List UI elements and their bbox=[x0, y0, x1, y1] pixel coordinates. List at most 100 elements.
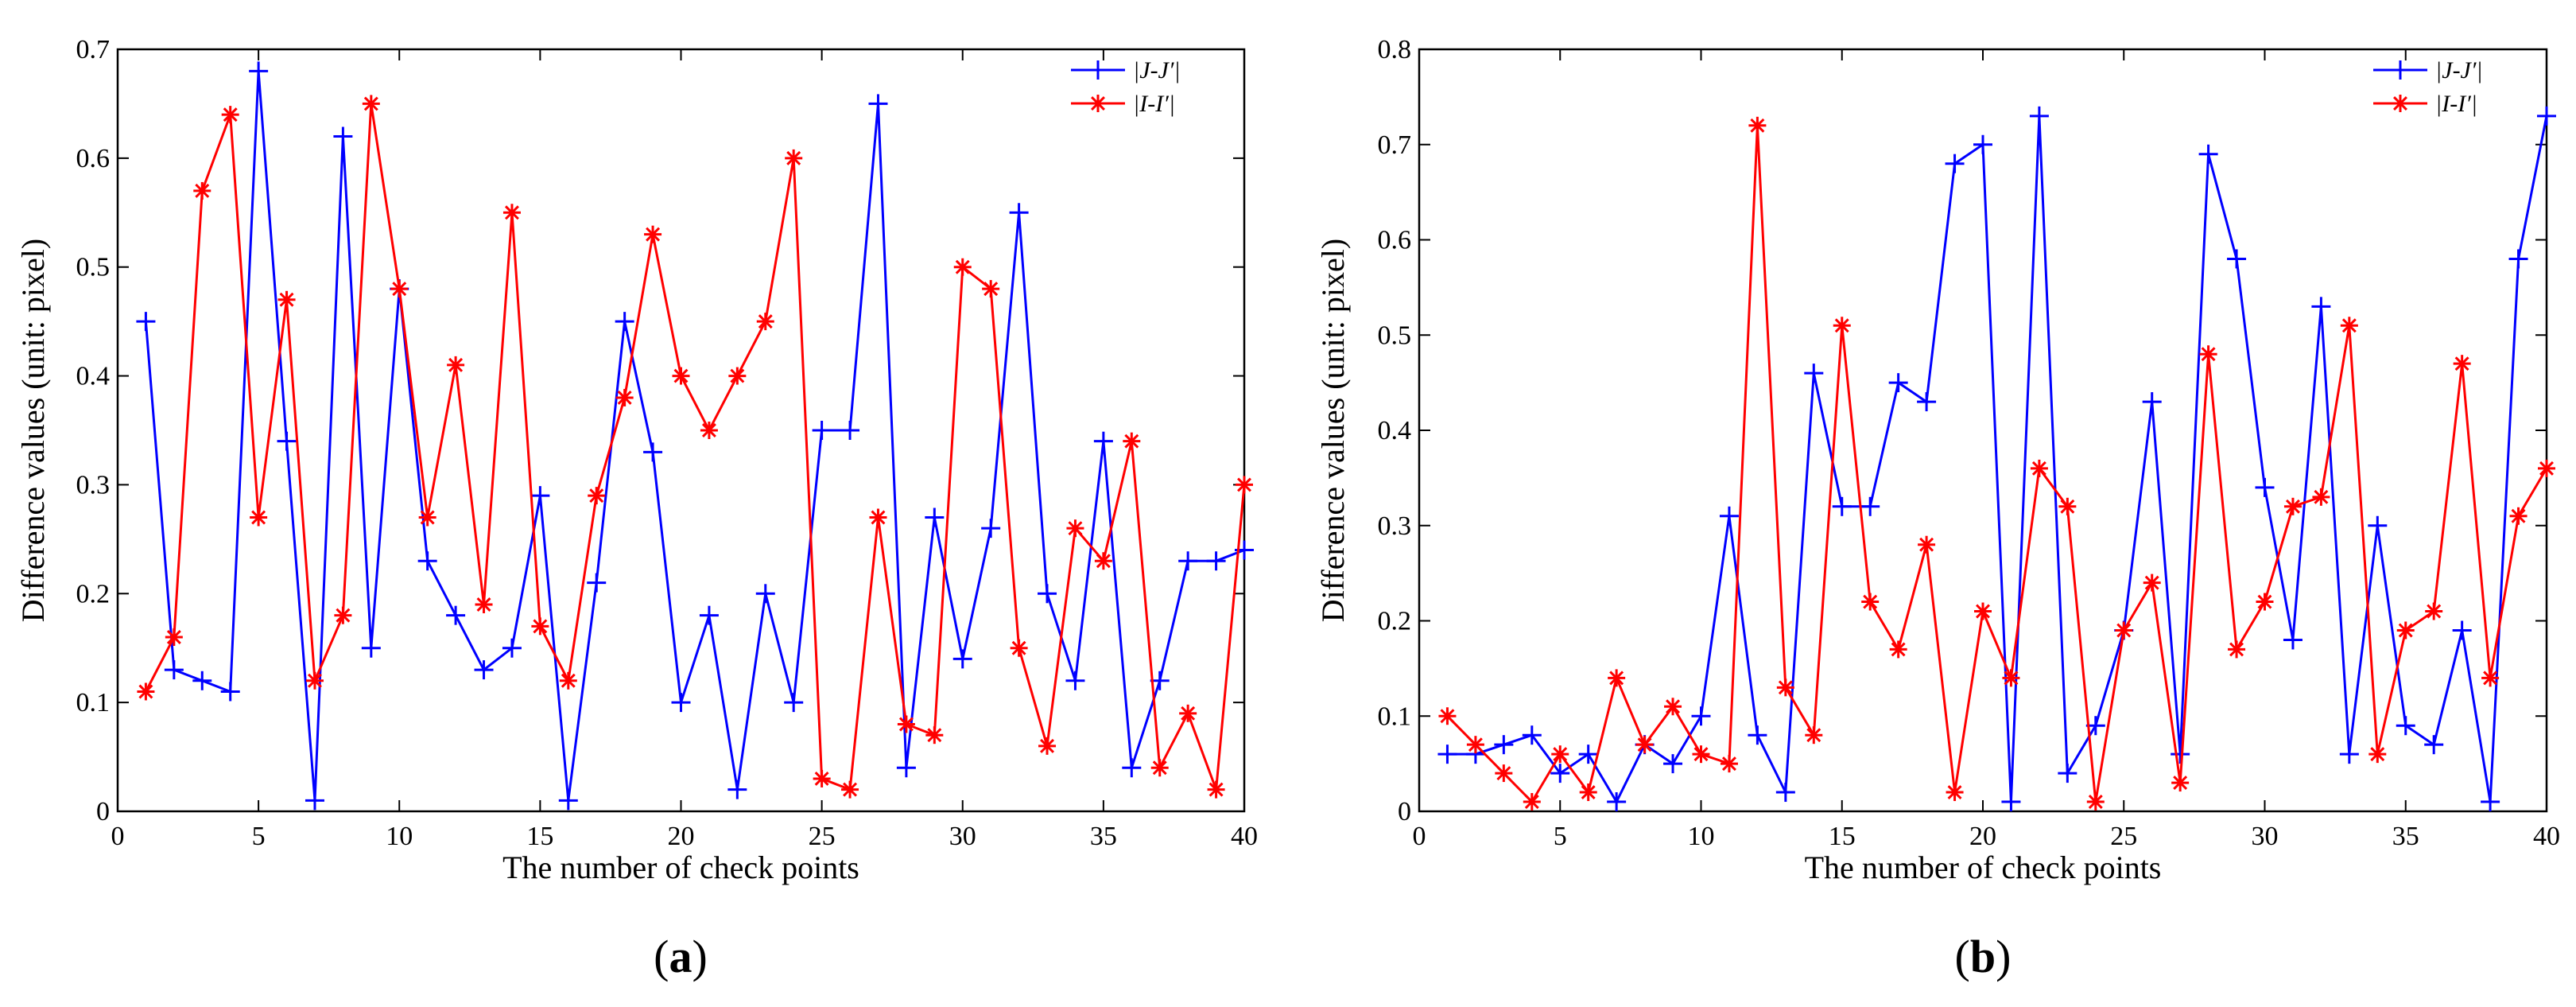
data-point bbox=[672, 367, 690, 385]
data-point bbox=[305, 791, 324, 811]
y-axis-label: Difference values (unit: pixel) bbox=[15, 239, 51, 622]
x-tick-label: 10 bbox=[386, 822, 413, 851]
data-point bbox=[2537, 106, 2556, 126]
series-i-diff bbox=[137, 95, 1253, 799]
y-tick-label: 0.3 bbox=[76, 470, 111, 500]
data-point bbox=[333, 126, 353, 146]
marker-d2 bbox=[730, 368, 745, 383]
marker-d2 bbox=[1976, 604, 1990, 619]
data-point bbox=[1804, 364, 1824, 383]
data-point bbox=[2002, 669, 2020, 687]
data-point bbox=[1860, 496, 1880, 516]
data-point bbox=[164, 660, 184, 680]
data-point bbox=[1094, 552, 1112, 570]
data-point bbox=[615, 388, 634, 406]
x-tick-label: 0 bbox=[111, 822, 125, 851]
marker-d2 bbox=[1096, 554, 1111, 569]
marker-d2 bbox=[983, 282, 999, 297]
data-point bbox=[643, 442, 663, 462]
data-point bbox=[953, 258, 972, 276]
marker-d2 bbox=[1581, 785, 1596, 800]
y-tick-label: 0.1 bbox=[76, 688, 111, 717]
data-point bbox=[2481, 792, 2500, 812]
marker-d2 bbox=[1637, 737, 1652, 752]
data-point bbox=[2368, 515, 2388, 535]
data-point bbox=[1691, 706, 1711, 726]
marker-d2 bbox=[1208, 782, 1224, 797]
x-tick-label: 15 bbox=[1829, 822, 1856, 851]
data-point bbox=[447, 356, 465, 374]
marker-d2 bbox=[195, 183, 210, 198]
data-point bbox=[221, 106, 239, 124]
x-tick-label: 40 bbox=[1231, 822, 1258, 851]
marker-d2 bbox=[2511, 508, 2526, 523]
data-point bbox=[1466, 736, 1484, 754]
data-point bbox=[192, 671, 212, 690]
data-point bbox=[1664, 698, 1682, 716]
data-point bbox=[1608, 669, 1626, 687]
data-point bbox=[727, 780, 747, 799]
x-tick-label: 5 bbox=[1554, 822, 1567, 851]
data-point bbox=[2538, 459, 2555, 477]
marker-d2 bbox=[336, 608, 351, 623]
data-point bbox=[2424, 735, 2444, 755]
x-tick-label: 25 bbox=[809, 822, 836, 851]
data-point bbox=[220, 682, 240, 702]
marker-d2 bbox=[2370, 747, 2385, 762]
data-point bbox=[2368, 745, 2387, 764]
data-point bbox=[418, 508, 436, 527]
data-point bbox=[249, 61, 269, 81]
data-point bbox=[1550, 764, 1570, 783]
y-tick-label: 0.5 bbox=[1378, 321, 1412, 350]
data-point bbox=[558, 791, 578, 811]
data-point bbox=[644, 225, 662, 243]
data-point bbox=[1775, 783, 1795, 803]
y-tick-label: 0.7 bbox=[1378, 130, 1412, 160]
data-point bbox=[784, 693, 804, 713]
panel-label: (b) bbox=[1955, 931, 2012, 982]
y-tick-label: 0.5 bbox=[76, 253, 111, 282]
marker-d2 bbox=[223, 107, 238, 122]
y-tick-label: 0 bbox=[96, 797, 110, 826]
marker-d2 bbox=[1891, 642, 1906, 657]
marker-d2 bbox=[1124, 434, 1139, 449]
data-point bbox=[2029, 106, 2049, 126]
marker-d2 bbox=[927, 728, 942, 743]
marker-d2 bbox=[701, 423, 716, 437]
data-point bbox=[925, 726, 944, 745]
marker-d2 bbox=[251, 510, 266, 525]
data-point bbox=[1579, 783, 1597, 802]
marker-d2 bbox=[1440, 709, 1455, 724]
data-point bbox=[2171, 774, 2190, 792]
series-line bbox=[144, 71, 1245, 801]
x-tick-label: 5 bbox=[252, 822, 266, 851]
data-point bbox=[2481, 669, 2500, 687]
data-point bbox=[1889, 640, 1907, 659]
data-point bbox=[812, 421, 832, 440]
data-point bbox=[1832, 496, 1852, 516]
chart-panel-a: 0 5 10 15 20 25 30 35 40 0 0.1 0.2 0.3 0.4 0.5 0.6 0.7 Th… bbox=[15, 35, 1258, 982]
marker-d2 bbox=[1496, 766, 1511, 781]
data-point bbox=[756, 313, 774, 331]
x-axis-label: The number of check points bbox=[1805, 850, 2162, 885]
series-line bbox=[1447, 115, 2548, 805]
marker-d2 bbox=[1468, 737, 1483, 752]
data-point bbox=[1522, 725, 1542, 745]
legend: |J-J′| |I-I′| bbox=[2373, 57, 2483, 117]
marker-d2 bbox=[2454, 356, 2469, 371]
series-i-diff bbox=[1438, 116, 2555, 811]
data-point bbox=[1437, 745, 1457, 764]
data-point bbox=[136, 312, 156, 332]
marker-d2 bbox=[1553, 747, 1568, 762]
data-point bbox=[559, 671, 577, 690]
data-point bbox=[2142, 392, 2162, 412]
data-point bbox=[785, 149, 803, 167]
data-point bbox=[1010, 639, 1028, 657]
data-point bbox=[1946, 783, 1964, 802]
marker-d2 bbox=[2398, 623, 2413, 638]
marker-d2 bbox=[279, 292, 294, 307]
data-point bbox=[1179, 704, 1197, 722]
data-point bbox=[952, 649, 972, 669]
marker-d2 bbox=[2393, 96, 2407, 111]
marker-d2 bbox=[814, 771, 829, 786]
